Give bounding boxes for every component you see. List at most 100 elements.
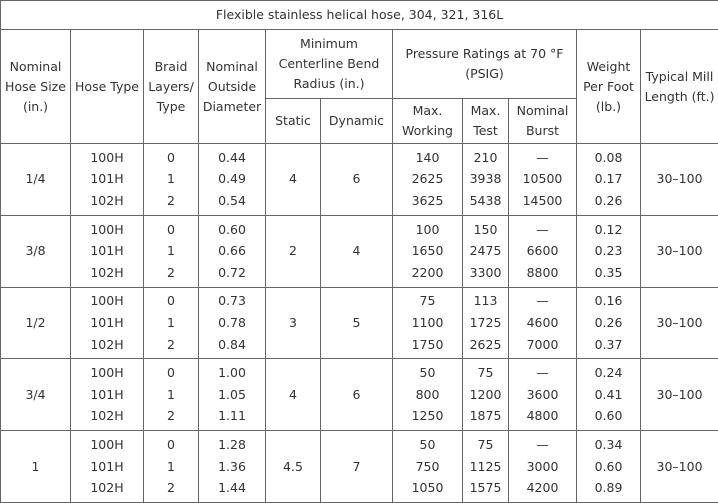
weight: 0.89 [577, 477, 641, 502]
max-working: 50 [393, 359, 463, 384]
outside-diameter: 0.54 [199, 190, 266, 215]
header: Static [266, 99, 321, 144]
hose-type: 101H [71, 384, 144, 406]
max-working: 2625 [393, 169, 463, 191]
nominal-burst: — [509, 359, 577, 384]
table-title: Flexible stainless helical hose, 304, 32… [1, 1, 718, 30]
nominal-burst: 6600 [509, 240, 577, 262]
nominal-burst: 3000 [509, 456, 577, 478]
nominal-burst: 3600 [509, 384, 577, 406]
weight: 0.60 [577, 406, 641, 431]
max-working: 1250 [393, 406, 463, 431]
header: Max. Test [463, 99, 509, 144]
max-working: 1050 [393, 477, 463, 502]
braid: 1 [144, 169, 199, 191]
nominal-burst: 14500 [509, 190, 577, 215]
nominal-burst: 4600 [509, 312, 577, 334]
header: Nominal Hose Size (in.) [1, 30, 71, 144]
hose-type: 102H [71, 477, 144, 502]
braid: 0 [144, 144, 199, 169]
bend-static: 2 [266, 215, 321, 287]
bend-dynamic: 4 [321, 215, 393, 287]
braid: 1 [144, 384, 199, 406]
outside-diameter: 0.60 [199, 215, 266, 240]
hose-type: 100H [71, 431, 144, 456]
max-test: 1200 [463, 384, 509, 406]
hose-size: 1/4 [1, 144, 71, 216]
hose-type: 101H [71, 312, 144, 334]
bend-dynamic: 6 [321, 359, 393, 431]
nominal-burst: 7000 [509, 334, 577, 359]
bend-static: 4 [266, 359, 321, 431]
bend-static: 4.5 [266, 431, 321, 503]
braid: 0 [144, 287, 199, 312]
weight: 0.26 [577, 312, 641, 334]
outside-diameter: 0.49 [199, 169, 266, 191]
weight: 0.34 [577, 431, 641, 456]
header: Hose Type [71, 30, 144, 144]
weight: 0.41 [577, 384, 641, 406]
bend-dynamic: 5 [321, 287, 393, 359]
hose-type: 100H [71, 215, 144, 240]
max-test: 1575 [463, 477, 509, 502]
outside-diameter: 0.73 [199, 287, 266, 312]
outside-diameter: 1.36 [199, 456, 266, 478]
weight: 0.26 [577, 190, 641, 215]
hose-type: 100H [71, 287, 144, 312]
hose-size: 1/2 [1, 287, 71, 359]
max-test: 5438 [463, 190, 509, 215]
header: Minimum Centerline Bend Radius (in.) [266, 30, 393, 99]
table-head: Flexible stainless helical hose, 304, 32… [1, 1, 718, 144]
outside-diameter: 1.44 [199, 477, 266, 502]
weight: 0.37 [577, 334, 641, 359]
braid: 0 [144, 215, 199, 240]
hose-type: 101H [71, 240, 144, 262]
max-test: 2475 [463, 240, 509, 262]
header: Typical Mill Length (ft.) [641, 30, 718, 144]
nominal-burst: — [509, 431, 577, 456]
mill-length: 30–100 [641, 287, 718, 359]
weight: 0.23 [577, 240, 641, 262]
max-working: 1100 [393, 312, 463, 334]
braid: 2 [144, 262, 199, 287]
weight: 0.16 [577, 287, 641, 312]
weight: 0.35 [577, 262, 641, 287]
bend-static: 4 [266, 144, 321, 216]
hose-type: 100H [71, 359, 144, 384]
max-working: 1750 [393, 334, 463, 359]
header: Weight Per Foot (lb.) [577, 30, 641, 144]
max-test: 75 [463, 431, 509, 456]
max-working: 2200 [393, 262, 463, 287]
hose-type: 102H [71, 406, 144, 431]
mill-length: 30–100 [641, 359, 718, 431]
outside-diameter: 1.05 [199, 384, 266, 406]
hose-type: 102H [71, 334, 144, 359]
max-working: 1650 [393, 240, 463, 262]
nominal-burst: 4800 [509, 406, 577, 431]
max-working: 140 [393, 144, 463, 169]
hose-type: 102H [71, 190, 144, 215]
nominal-burst: — [509, 144, 577, 169]
max-test: 1725 [463, 312, 509, 334]
header: Max. Working [393, 99, 463, 144]
max-working: 750 [393, 456, 463, 478]
nominal-burst: 4200 [509, 477, 577, 502]
max-working: 800 [393, 384, 463, 406]
max-test: 1125 [463, 456, 509, 478]
weight: 0.17 [577, 169, 641, 191]
max-working: 3625 [393, 190, 463, 215]
max-test: 2625 [463, 334, 509, 359]
braid: 1 [144, 312, 199, 334]
weight: 0.08 [577, 144, 641, 169]
braid: 2 [144, 477, 199, 502]
page: Flexible stainless helical hose, 304, 32… [0, 0, 718, 488]
hose-size: 3/4 [1, 359, 71, 431]
header: Nominal Outside Diameter [199, 30, 266, 144]
hose-type: 101H [71, 456, 144, 478]
nominal-burst: 8800 [509, 262, 577, 287]
braid: 1 [144, 456, 199, 478]
